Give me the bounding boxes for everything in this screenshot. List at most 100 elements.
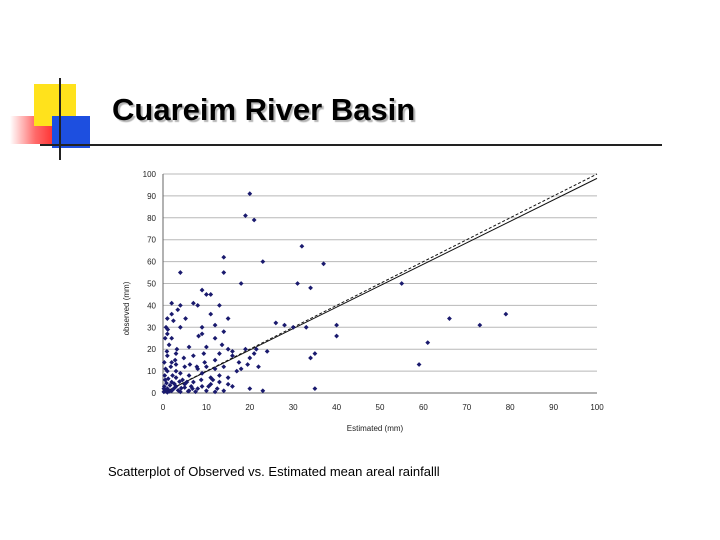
data-point [177,370,183,376]
data-point [169,300,175,306]
data-point [212,357,218,363]
data-point [230,348,235,354]
data-point [196,333,201,339]
data-point [247,355,253,361]
data-point [217,351,222,356]
data-point [178,385,184,391]
data-point [503,311,509,317]
data-point [299,243,305,249]
data-point [212,322,218,328]
data-point [208,375,214,381]
data-point [334,322,339,328]
data-point [175,307,181,313]
data-point [477,322,483,328]
y-tick-label: 80 [147,214,156,223]
data-point [247,191,253,197]
data-point [173,368,179,374]
data-point [290,324,296,330]
title-underline [40,144,662,146]
data-point [167,388,172,394]
data-point [195,386,201,392]
data-point [182,381,188,387]
data-point [199,370,205,376]
data-point [202,359,208,365]
data-point [221,270,227,275]
x-tick-label: 100 [590,403,604,412]
data-point [212,389,218,395]
point-layer [161,191,509,395]
data-point [221,254,227,260]
x-tick-label: 90 [549,403,558,412]
data-point [230,353,235,359]
data-point [208,381,214,387]
data-point [204,388,209,394]
data-point [201,351,207,356]
data-point [312,351,318,356]
data-point [282,322,287,328]
x-tick-label: 80 [506,403,515,412]
data-point [219,342,225,348]
data-point [206,384,211,389]
y-tick-label: 50 [147,280,156,289]
data-point [264,348,270,354]
data-point [225,375,231,381]
data-point [161,359,167,365]
x-tick-label: 40 [332,403,341,412]
data-point [198,377,204,383]
data-point [243,213,248,219]
data-point [177,389,183,395]
data-point [168,364,174,370]
data-point [204,344,209,350]
data-point [230,384,235,389]
data-point [199,384,205,389]
data-point [194,364,200,370]
data-point [169,311,175,317]
data-point [221,388,227,394]
y-axis-label: observed (mm) [122,281,131,335]
data-point [171,381,177,387]
x-tick-label: 20 [245,403,254,412]
data-point [425,340,431,346]
data-point [221,329,227,335]
figure-caption: Scatterplot of Observed vs. Estimated me… [108,464,440,479]
data-point [225,346,231,352]
data-point [208,292,214,297]
data-point [161,384,167,389]
data-point [260,388,266,394]
data-point [173,375,179,381]
data-point [164,331,170,337]
x-tick-label: 70 [462,403,471,412]
x-tick-label: 50 [376,403,385,412]
data-point [165,376,171,382]
data-point [225,381,231,387]
data-point [221,364,227,370]
data-point [164,353,170,359]
trendline-solid [162,177,598,394]
data-point [190,300,196,306]
x-axis-label: Estimated (mm) [347,424,404,433]
data-point [193,389,198,395]
data-point [190,386,195,392]
y-tick-label: 0 [152,389,157,398]
data-point [238,366,244,372]
data-point [188,384,194,389]
x-tick-label: 30 [289,403,298,412]
data-point [303,324,309,330]
data-point [210,377,216,383]
data-point [245,362,251,367]
data-point [234,368,240,374]
data-point [174,346,180,352]
data-point [163,366,169,372]
data-point [190,353,196,359]
data-point [187,362,193,367]
data-point [161,389,167,395]
x-tick-label: 0 [161,403,166,412]
x-tick-label: 10 [202,403,211,412]
data-point [247,386,253,392]
data-point [185,388,191,394]
data-point [225,316,231,321]
data-point [273,320,279,326]
data-point [164,386,170,392]
data-point [212,366,218,372]
data-point [186,344,192,350]
